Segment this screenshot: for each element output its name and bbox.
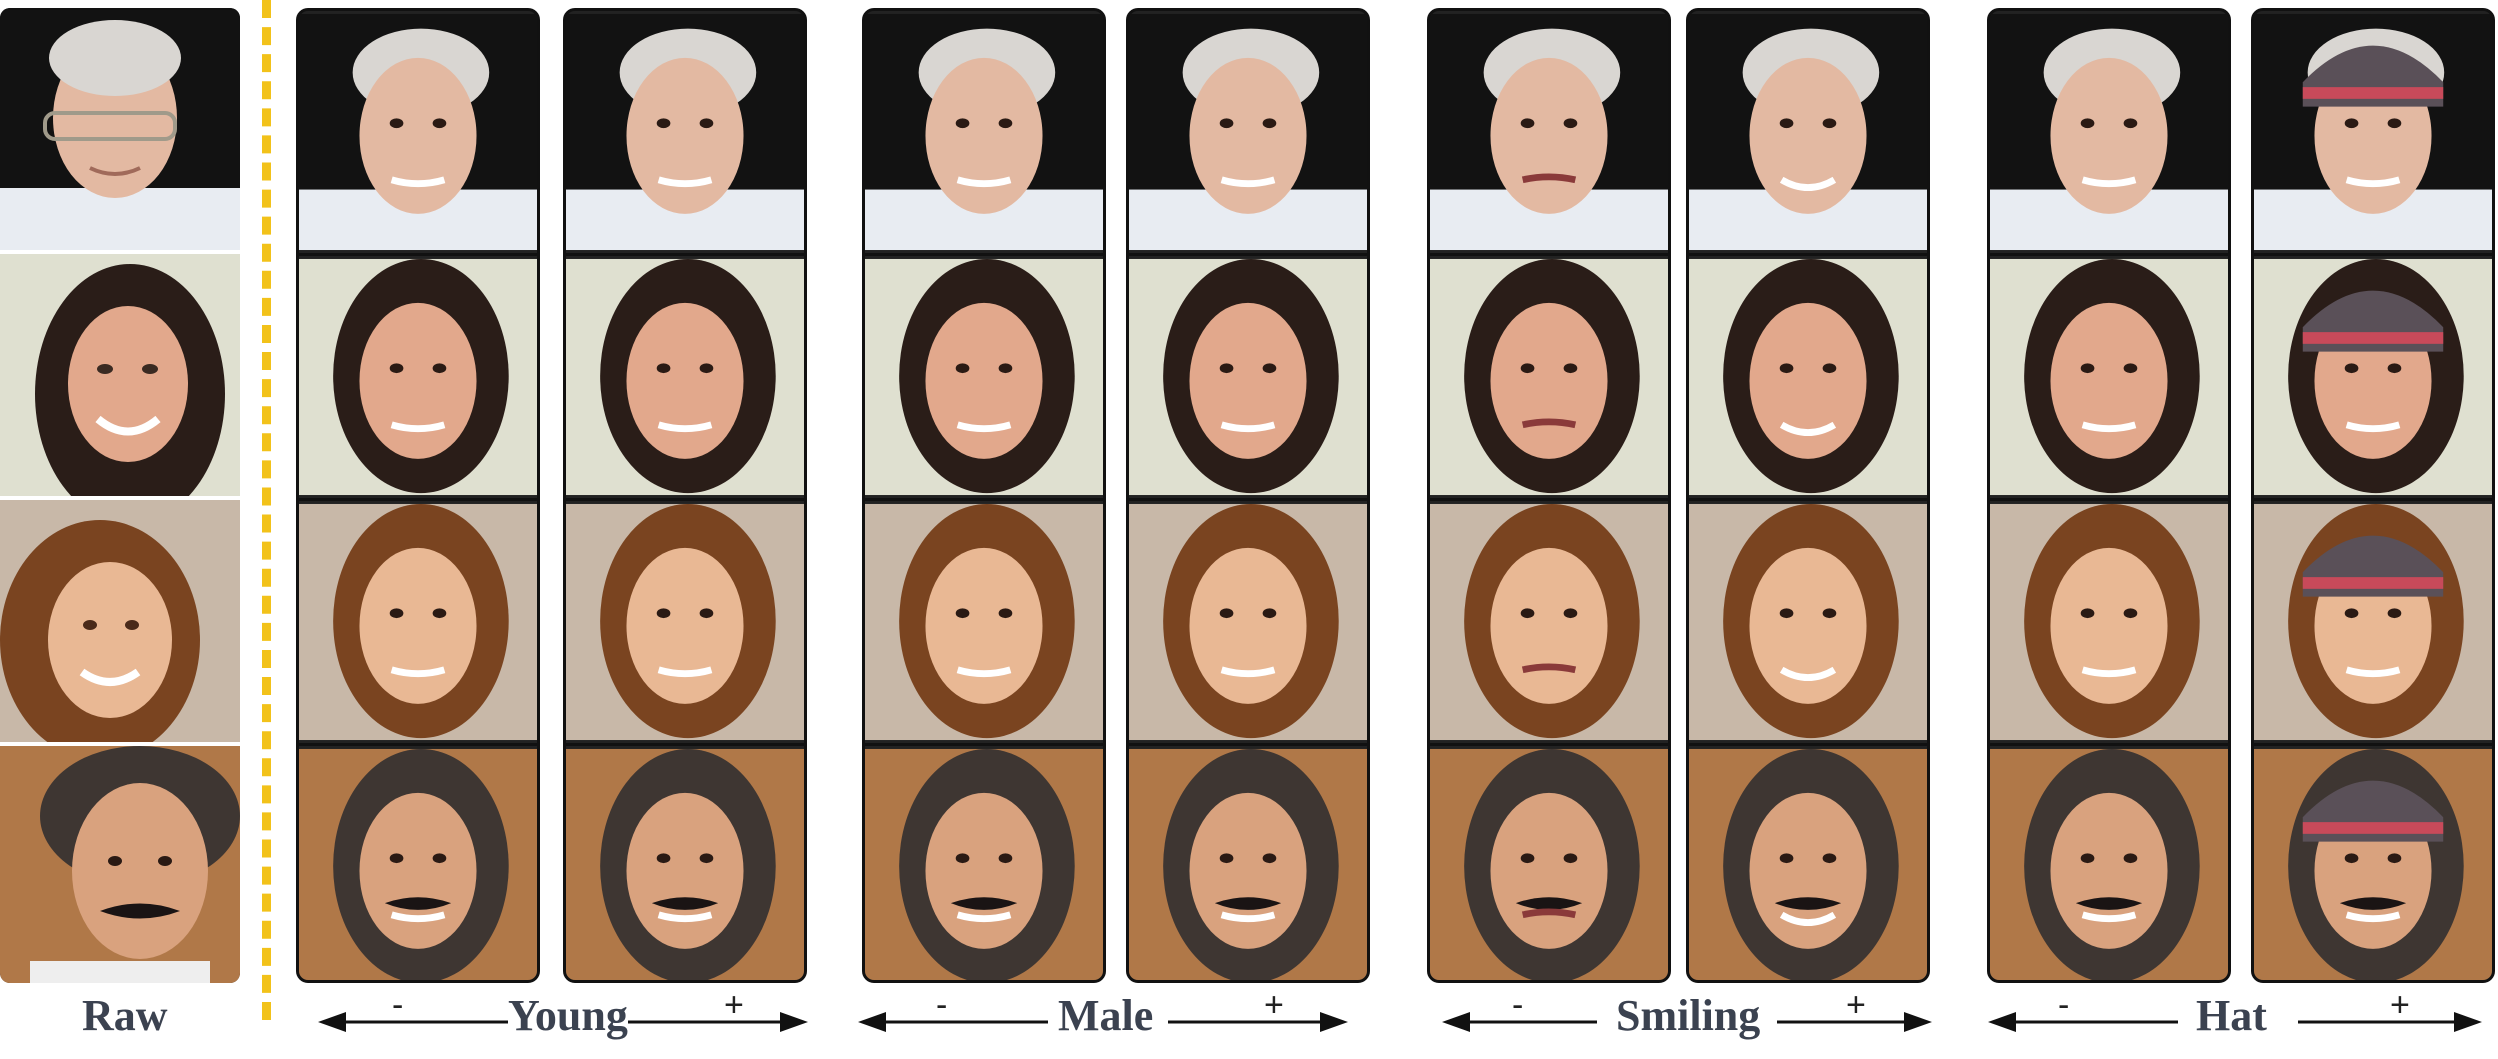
column-young-minus bbox=[296, 8, 540, 983]
face-smiling-plus-woman-dark-hair bbox=[1689, 256, 1927, 501]
smiling-plus: + bbox=[1846, 986, 1866, 1024]
young-plus: + bbox=[724, 986, 744, 1024]
smiling-label: Smiling bbox=[1616, 991, 1761, 1040]
face-male-plus-old-man bbox=[1129, 11, 1367, 256]
face-hat-plus-man-mustache bbox=[2254, 746, 2492, 980]
face-male-minus-woman-brown-hair bbox=[865, 501, 1103, 746]
face-smiling-minus-woman-brown-hair bbox=[1430, 501, 1668, 746]
face-young-minus-old-man bbox=[299, 11, 537, 256]
face-young-minus-woman-dark-hair bbox=[299, 256, 537, 501]
hat-label: Hat bbox=[2196, 991, 2267, 1040]
axis-hat bbox=[1988, 992, 2482, 1052]
male-minus: - bbox=[936, 986, 948, 1024]
hat-minus: - bbox=[2058, 986, 2070, 1024]
face-young-minus-man-mustache bbox=[299, 746, 537, 980]
face-male-plus-woman-dark-hair bbox=[1129, 256, 1367, 501]
axis-young bbox=[318, 992, 808, 1052]
smiling-minus: - bbox=[1512, 986, 1524, 1024]
face-young-plus-woman-dark-hair bbox=[566, 256, 804, 501]
face-smiling-plus-woman-brown-hair bbox=[1689, 501, 1927, 746]
hat-plus: + bbox=[2390, 986, 2410, 1024]
face-male-minus-man-mustache bbox=[865, 746, 1103, 980]
column-male-plus bbox=[1126, 8, 1370, 983]
face-young-plus-old-man bbox=[566, 11, 804, 256]
face-hat-minus-woman-dark-hair bbox=[1990, 256, 2228, 501]
column-male-minus bbox=[862, 8, 1106, 983]
young-label: Young bbox=[508, 991, 628, 1040]
raw-face-old-man bbox=[0, 8, 240, 254]
column-smiling-minus bbox=[1427, 8, 1671, 983]
column-smiling-plus bbox=[1686, 8, 1930, 983]
face-male-plus-woman-brown-hair bbox=[1129, 501, 1367, 746]
axis-smiling bbox=[1442, 992, 1932, 1052]
face-hat-plus-woman-dark-hair bbox=[2254, 256, 2492, 501]
face-smiling-minus-woman-dark-hair bbox=[1430, 256, 1668, 501]
face-smiling-plus-old-man bbox=[1689, 11, 1927, 256]
face-male-minus-woman-dark-hair bbox=[865, 256, 1103, 501]
face-hat-minus-woman-brown-hair bbox=[1990, 501, 2228, 746]
raw-label: Raw bbox=[82, 991, 168, 1040]
face-smiling-minus-man-mustache bbox=[1430, 746, 1668, 980]
face-smiling-plus-man-mustache bbox=[1689, 746, 1927, 980]
face-male-minus-old-man bbox=[865, 11, 1103, 256]
raw-face-woman-brown-hair bbox=[0, 500, 240, 746]
raw-face-woman-dark-hair bbox=[0, 254, 240, 500]
young-minus: - bbox=[392, 986, 404, 1024]
face-smiling-minus-old-man bbox=[1430, 11, 1668, 256]
face-hat-plus-woman-brown-hair bbox=[2254, 501, 2492, 746]
divider-dashed-line bbox=[262, 0, 271, 1020]
face-hat-plus-old-man bbox=[2254, 11, 2492, 256]
face-young-minus-woman-brown-hair bbox=[299, 501, 537, 746]
face-hat-minus-man-mustache bbox=[1990, 746, 2228, 980]
face-hat-minus-old-man bbox=[1990, 11, 2228, 256]
column-hat-plus bbox=[2251, 8, 2495, 983]
face-male-plus-man-mustache bbox=[1129, 746, 1367, 980]
column-young-plus bbox=[563, 8, 807, 983]
raw-column bbox=[0, 8, 240, 983]
male-plus: + bbox=[1264, 986, 1284, 1024]
male-label: Male bbox=[1058, 991, 1154, 1040]
face-young-plus-man-mustache bbox=[566, 746, 804, 980]
column-hat-minus bbox=[1987, 8, 2231, 983]
axis-male bbox=[858, 992, 1348, 1052]
face-young-plus-woman-brown-hair bbox=[566, 501, 804, 746]
raw-face-man-mustache bbox=[0, 746, 240, 983]
